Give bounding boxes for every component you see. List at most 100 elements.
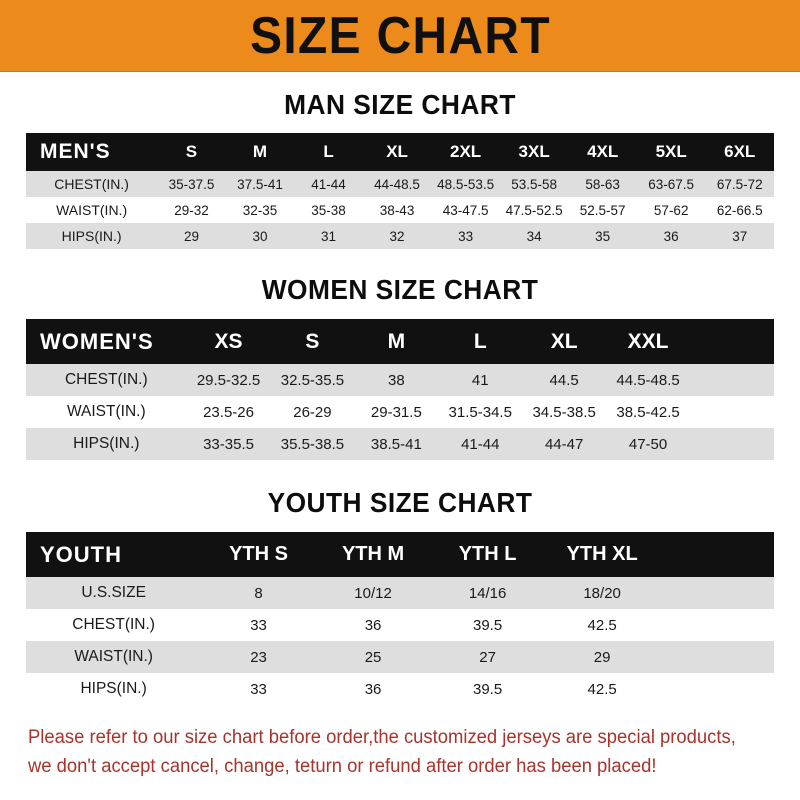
table-row: WAIST(IN.) 29-32 32-35 35-38 38-43 43-47.5 47.… <box>26 197 774 223</box>
man-cell-r0-c8: 67.5-72 <box>705 171 774 197</box>
women-header-row: WOMEN'S XS S M L XL XXL <box>26 319 774 364</box>
youth-cell-r2-c1: 25 <box>315 641 431 673</box>
women-row-label-0: CHEST(IN.) <box>26 364 187 396</box>
women-size-table: WOMEN'S XS S M L XL XXL CHEST(IN.) 29.5-32.5 32.5… <box>26 319 774 460</box>
table-row: WAIST(IN.) 23.5-26 26-29 29-31.5 31.5-34.5 34… <box>26 396 774 428</box>
order-policy-line-2: we don't accept cancel, change, teturn o… <box>28 756 657 778</box>
women-cell-r2-c5: 47-50 <box>606 428 691 460</box>
women-cell-r0-c5: 44.5-48.5 <box>606 364 691 396</box>
youth-cell-r2-c0: 23 <box>201 641 316 673</box>
youth-corner-label: YOUTH <box>26 532 202 577</box>
women-size-table-wrap: WOMEN'S XS S M L XL XXL CHEST(IN.) 29.5-32.5 32.5… <box>26 319 774 460</box>
man-cell-r0-c1: 37.5-41 <box>225 171 295 197</box>
youth-cell-r0-c2: 14/16 <box>430 577 545 609</box>
man-cell-r1-c0: 29-32 <box>157 197 226 223</box>
youth-cell-r0-c1: 10/12 <box>315 577 431 609</box>
women-cell-r0-c4: 44.5 <box>522 364 607 396</box>
man-cell-r0-c6: 58-63 <box>568 171 637 197</box>
man-corner-label: MEN'S <box>26 133 158 171</box>
women-cell-r0-c0: 29.5-32.5 <box>186 364 271 396</box>
youth-cell-r1-c2: 39.5 <box>430 609 545 641</box>
man-cell-r0-c4: 48.5-53.5 <box>431 171 500 197</box>
women-cell-r1-c5: 38.5-42.5 <box>606 396 691 428</box>
man-cell-r0-c7: 63-67.5 <box>636 171 706 197</box>
man-cell-r2-c3: 32 <box>362 223 432 249</box>
youth-cell-r2-c3: 29 <box>544 641 660 673</box>
man-cell-r2-c1: 30 <box>225 223 295 249</box>
man-cell-r0-c5: 53.5-58 <box>499 171 569 197</box>
women-cell-r0-c1: 32.5-35.5 <box>270 364 355 396</box>
youth-row-label-2: WAIST(IN.) <box>26 641 202 673</box>
man-size-table-wrap: MEN'S S M L XL 2XL 3XL 4XL 5XL 6XL CHEST(IN.) 35-37… <box>26 133 774 249</box>
man-cell-r0-c3: 44-48.5 <box>362 171 432 197</box>
youth-cell-r3-c4 <box>659 673 774 705</box>
youth-size-header-4 <box>659 532 774 577</box>
man-cell-r2-c4: 33 <box>431 223 500 249</box>
youth-size-table-wrap: YOUTH YTH S YTH M YTH L YTH XL U.S.SIZE 8 10/12… <box>26 532 774 705</box>
women-cell-r1-c4: 34.5-38.5 <box>522 396 607 428</box>
man-cell-r0-c0: 35-37.5 <box>157 171 226 197</box>
youth-cell-r1-c0: 33 <box>201 609 316 641</box>
man-size-table: MEN'S S M L XL 2XL 3XL 4XL 5XL 6XL CHEST(IN.) 35-37… <box>26 133 774 249</box>
women-cell-r2-c4: 44-47 <box>522 428 607 460</box>
man-cell-r1-c4: 43-47.5 <box>431 197 500 223</box>
youth-cell-r3-c1: 36 <box>315 673 431 705</box>
women-size-header-5: XXL <box>606 319 691 364</box>
man-cell-r2-c7: 36 <box>636 223 706 249</box>
page-title: SIZE CHART <box>249 6 551 65</box>
table-row: HIPS(IN.) 33 36 39.5 42.5 <box>26 673 774 705</box>
youth-size-header-0: YTH S <box>201 532 316 577</box>
man-cell-r1-c3: 38-43 <box>362 197 432 223</box>
women-size-header-3: L <box>438 319 523 364</box>
women-cell-r1-c2: 29-31.5 <box>354 396 439 428</box>
man-cell-r2-c2: 31 <box>294 223 363 249</box>
youth-size-header-2: YTH L <box>430 532 545 577</box>
youth-size-header-1: YTH M <box>315 532 431 577</box>
women-corner-label: WOMEN'S <box>26 319 187 364</box>
man-row-label-2: HIPS(IN.) <box>26 223 158 249</box>
man-row-label-0: CHEST(IN.) <box>26 171 158 197</box>
women-cell-r2-c6 <box>690 428 774 460</box>
man-cell-r2-c6: 35 <box>568 223 637 249</box>
man-header-row: MEN'S S M L XL 2XL 3XL 4XL 5XL 6XL <box>26 133 774 171</box>
man-row-label-1: WAIST(IN.) <box>26 197 158 223</box>
section-title-youth: YOUTH SIZE CHART <box>267 487 533 518</box>
man-cell-r2-c0: 29 <box>157 223 226 249</box>
youth-cell-r2-c4 <box>659 641 774 673</box>
youth-cell-r3-c3: 42.5 <box>544 673 660 705</box>
women-row-label-2: HIPS(IN.) <box>26 428 187 460</box>
youth-row-label-0: U.S.SIZE <box>26 577 202 609</box>
women-cell-r2-c2: 38.5-41 <box>354 428 439 460</box>
man-size-header-7: 5XL <box>636 133 706 171</box>
women-cell-r0-c6 <box>690 364 774 396</box>
table-row: U.S.SIZE 8 10/12 14/16 18/20 <box>26 577 774 609</box>
women-cell-r1-c6 <box>690 396 774 428</box>
table-row: CHEST(IN.) 35-37.5 37.5-41 41-44 44-48.5 48.5… <box>26 171 774 197</box>
man-size-header-2: L <box>294 133 363 171</box>
women-cell-r0-c2: 38 <box>354 364 439 396</box>
women-row-label-1: WAIST(IN.) <box>26 396 187 428</box>
man-size-header-1: M <box>225 133 295 171</box>
youth-size-table: YOUTH YTH S YTH M YTH L YTH XL U.S.SIZE 8 10/12… <box>26 532 774 705</box>
youth-row-label-1: CHEST(IN.) <box>26 609 202 641</box>
women-size-header-6 <box>690 319 774 364</box>
youth-cell-r0-c0: 8 <box>201 577 316 609</box>
youth-cell-r1-c3: 42.5 <box>544 609 660 641</box>
women-size-header-2: M <box>354 319 439 364</box>
man-cell-r0-c2: 41-44 <box>294 171 363 197</box>
women-cell-r0-c3: 41 <box>438 364 523 396</box>
man-cell-r1-c6: 52.5-57 <box>568 197 637 223</box>
table-row: HIPS(IN.) 29 30 31 32 33 34 35 36 37 <box>26 223 774 249</box>
man-table-body: MEN'S S M L XL 2XL 3XL 4XL 5XL 6XL CHEST(IN.) 35-37… <box>26 133 774 249</box>
youth-cell-r1-c1: 36 <box>315 609 431 641</box>
table-row: CHEST(IN.) 29.5-32.5 32.5-35.5 38 41 44.5 44.5… <box>26 364 774 396</box>
man-size-header-3: XL <box>362 133 432 171</box>
table-row: CHEST(IN.) 33 36 39.5 42.5 <box>26 609 774 641</box>
women-cell-r2-c0: 33-35.5 <box>186 428 271 460</box>
man-size-header-8: 6XL <box>705 133 774 171</box>
women-cell-r2-c3: 41-44 <box>438 428 523 460</box>
man-cell-r1-c5: 47.5-52.5 <box>499 197 569 223</box>
youth-cell-r0-c4 <box>659 577 774 609</box>
table-row: HIPS(IN.) 33-35.5 35.5-38.5 38.5-41 41-44 44-… <box>26 428 774 460</box>
